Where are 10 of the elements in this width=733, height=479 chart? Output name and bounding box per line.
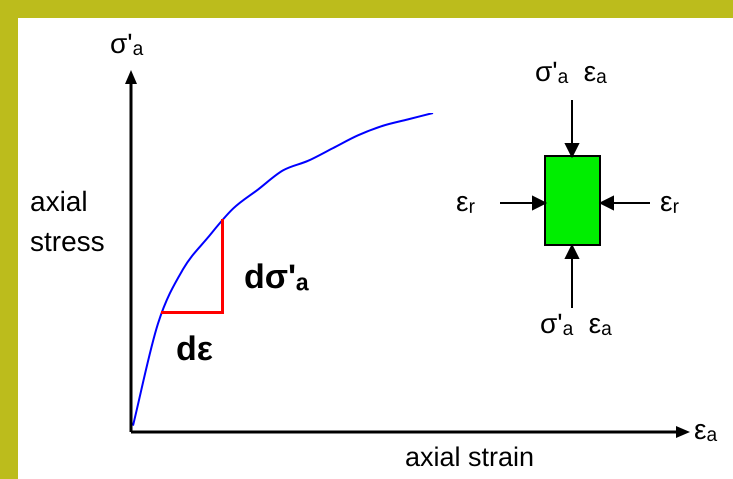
y-axis-title: axial stress [30, 185, 106, 259]
text: σ'ₐ εₐ [535, 56, 607, 88]
annotation: εᵣ [456, 186, 476, 218]
x-axis-title: axial strain [405, 442, 534, 473]
text: εₐ [694, 414, 717, 446]
annotation: εᵣ [660, 186, 680, 218]
annotation: dε [176, 330, 213, 369]
annotation: dσ'ₐ [244, 258, 309, 297]
annotation: σ'ₐ εₐ [540, 308, 612, 340]
text: σ'ₐ [110, 28, 144, 60]
